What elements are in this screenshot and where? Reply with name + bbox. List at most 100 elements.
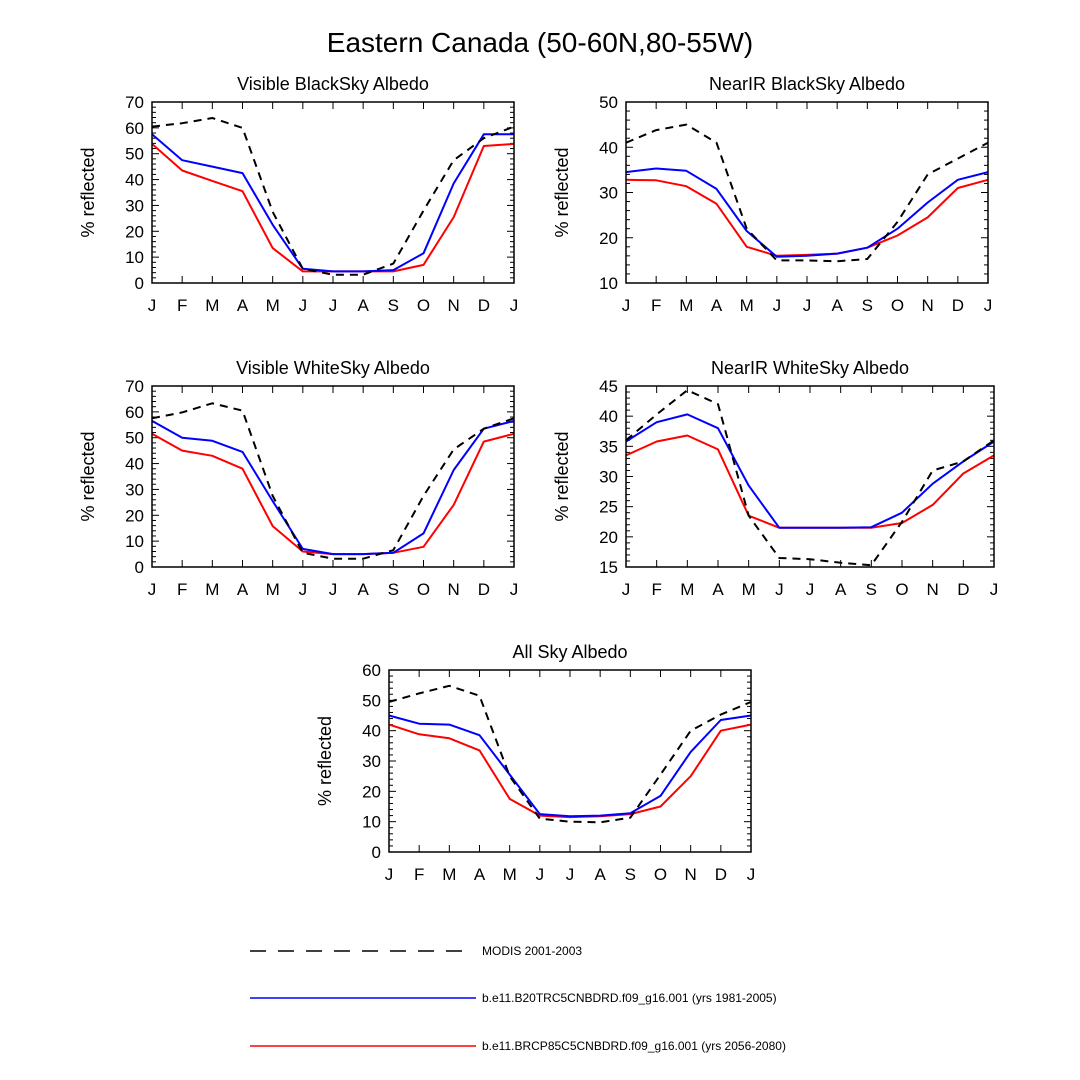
x-tick-label: S: [388, 296, 399, 315]
x-tick-label: O: [654, 865, 667, 884]
x-tick-label: M: [266, 296, 280, 315]
chart-panels: Visible BlackSky Albedo % reflected 0 10 20 3…: [78, 74, 998, 884]
x-tick-label: F: [414, 865, 424, 884]
plot-frame: [151, 385, 515, 568]
legend-label-future: b.e11.BRCP85C5CNBDRD.f09_g16.001 (yrs 20…: [482, 1039, 786, 1053]
axis-ticks: [151, 101, 515, 284]
x-tick-label: J: [299, 296, 308, 315]
y-tick-label: 35: [599, 437, 618, 456]
y-tick-label: 50: [362, 691, 381, 710]
x-tick-label: M: [442, 865, 456, 884]
y-tick-label: 50: [599, 93, 618, 112]
legend: MODIS 2001-2003 b.e11.B20TRC5CNBDRD.f09_…: [250, 944, 786, 1053]
x-tick-label: J: [803, 296, 812, 315]
y-tick-label: 30: [362, 752, 381, 771]
y-tick-label: 60: [362, 661, 381, 680]
x-tick-label: A: [835, 580, 847, 599]
x-tick-label: N: [922, 296, 934, 315]
y-tick-label: 10: [125, 248, 144, 267]
x-tick-label: J: [510, 296, 519, 315]
y-tick-label: 0: [135, 558, 144, 577]
x-tick-label: D: [952, 296, 964, 315]
x-tick-label: A: [237, 296, 249, 315]
x-tick-label: J: [984, 296, 993, 315]
legend-entry-modis: MODIS 2001-2003: [250, 944, 582, 958]
y-tick-label: 40: [125, 455, 144, 474]
series-line-hist: [151, 419, 515, 556]
x-tick-label: J: [622, 580, 631, 599]
series-line-hist: [625, 167, 989, 258]
legend-label-hist: b.e11.B20TRC5CNBDRD.f09_g16.001 (yrs 198…: [482, 991, 777, 1005]
x-tick-label: J: [773, 296, 782, 315]
axis-ticks: [388, 669, 752, 853]
plot-frame: [151, 101, 515, 284]
y-tick-label: 40: [362, 722, 381, 741]
y-tick-label: 40: [599, 138, 618, 157]
chart-panel-5: All Sky Albedo % reflected 0 10 20 30 40 50 60 J F…: [315, 642, 755, 884]
x-tick-label: M: [740, 296, 754, 315]
y-tick-label: 45: [599, 377, 618, 396]
series-line-hist: [625, 413, 995, 529]
figure-title: Eastern Canada (50-60N,80-55W): [327, 27, 753, 58]
x-tick-label: J: [806, 580, 815, 599]
series-line-future: [625, 434, 995, 529]
chart-title: NearIR BlackSky Albedo: [709, 74, 905, 94]
x-tick-label: A: [831, 296, 843, 315]
x-tick-label: M: [680, 580, 694, 599]
y-axis-label: % reflected: [552, 147, 572, 237]
x-tick-label: N: [448, 296, 460, 315]
y-tick-label: 10: [362, 813, 381, 832]
axis-ticks: [151, 385, 515, 568]
y-tick-label: 60: [125, 403, 144, 422]
x-tick-label: D: [478, 580, 490, 599]
x-tick-label: N: [685, 865, 697, 884]
x-tick-label: F: [177, 296, 187, 315]
y-tick-label: 50: [125, 429, 144, 448]
x-tick-label: F: [651, 580, 661, 599]
series-line-modis: [151, 117, 515, 276]
x-tick-label: M: [266, 580, 280, 599]
chart-title: All Sky Albedo: [512, 642, 627, 662]
x-tick-label: M: [205, 580, 219, 599]
series-line-modis: [151, 402, 515, 560]
x-tick-label: M: [205, 296, 219, 315]
chart-title: Visible BlackSky Albedo: [237, 74, 429, 94]
x-tick-label: A: [711, 296, 723, 315]
x-tick-label: D: [957, 580, 969, 599]
x-tick-label: S: [625, 865, 636, 884]
y-tick-label: 25: [599, 498, 618, 517]
x-tick-label: A: [357, 580, 369, 599]
x-tick-label: N: [448, 580, 460, 599]
x-tick-label: N: [927, 580, 939, 599]
x-tick-label: A: [594, 865, 606, 884]
x-tick-label: J: [329, 580, 338, 599]
chart-panel-3: Visible WhiteSky Albedo % reflected 0 10 20 3…: [78, 358, 518, 599]
y-tick-label: 0: [372, 843, 381, 862]
x-tick-label: J: [566, 865, 575, 884]
chart-panel-1: Visible BlackSky Albedo % reflected 0 10 20 3…: [78, 74, 518, 315]
y-tick-label: 30: [125, 196, 144, 215]
x-tick-label: J: [536, 865, 545, 884]
x-tick-label: J: [148, 296, 157, 315]
plot-frame: [388, 669, 752, 853]
x-tick-label: J: [990, 580, 999, 599]
series-line-modis: [388, 684, 752, 824]
x-tick-label: J: [299, 580, 308, 599]
x-tick-label: A: [237, 580, 249, 599]
x-tick-label: A: [357, 296, 369, 315]
series-line-hist: [151, 133, 514, 273]
x-tick-label: S: [866, 580, 877, 599]
plot-frame: [625, 101, 989, 284]
x-tick-label: O: [891, 296, 904, 315]
y-tick-label: 20: [125, 506, 144, 525]
x-tick-label: S: [862, 296, 873, 315]
x-tick-label: A: [474, 865, 486, 884]
series-line-future: [151, 432, 515, 556]
y-tick-label: 70: [125, 93, 144, 112]
x-tick-label: J: [148, 580, 157, 599]
series-line-modis: [625, 123, 989, 263]
x-tick-label: M: [503, 865, 517, 884]
x-tick-label: J: [775, 580, 784, 599]
x-tick-label: O: [895, 580, 908, 599]
